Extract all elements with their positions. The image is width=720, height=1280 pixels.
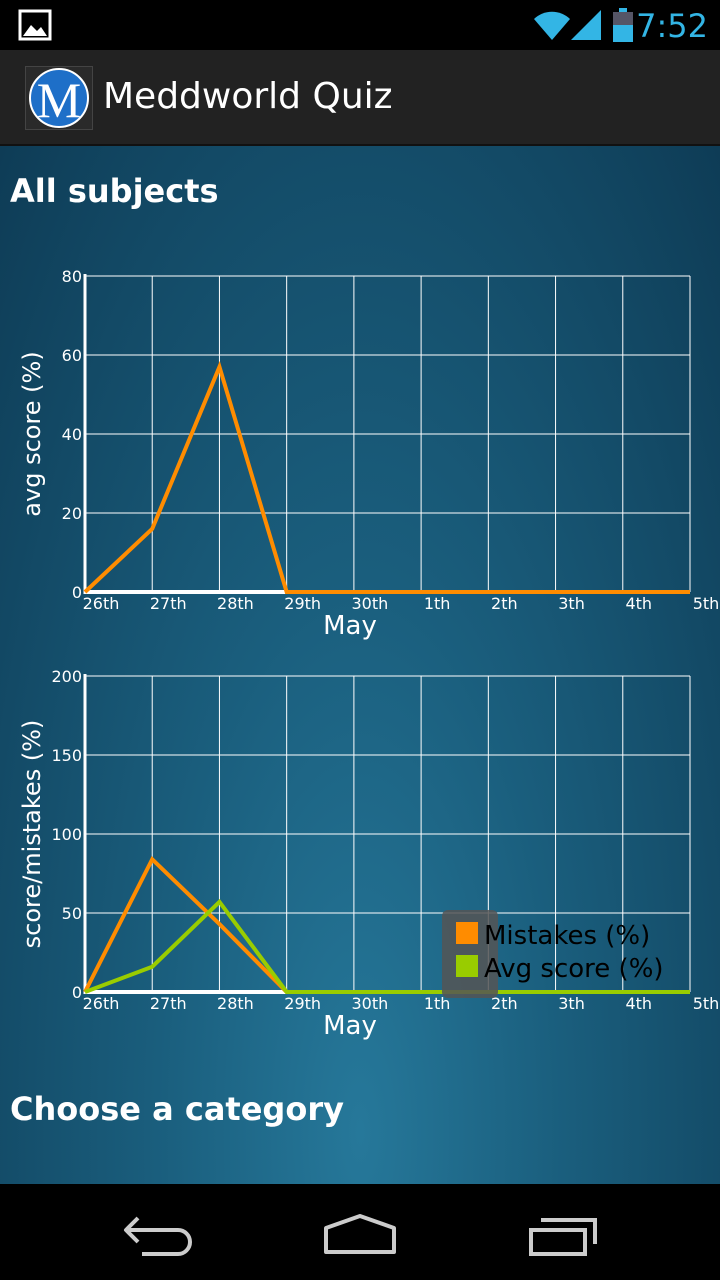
x-tick-label: 5th xyxy=(693,994,720,1013)
y-axis-label: score/mistakes (%) xyxy=(18,720,46,949)
y-tick-label: 100 xyxy=(51,825,82,844)
status-bar: 7:52 xyxy=(0,0,720,50)
status-clock: 7:52 xyxy=(636,7,708,45)
action-bar: M Meddworld Quiz xyxy=(0,50,720,146)
signal-icon xyxy=(571,10,601,40)
legend-swatch xyxy=(456,922,478,944)
x-tick-label: 3th xyxy=(558,594,585,613)
avg-score-chart: 0 20 40 60 80 26th 27th 28th 29th 30th 1th 2th 3th 4t… xyxy=(18,267,720,641)
x-tick-label: 30th xyxy=(351,594,388,613)
x-tick-label: 28th xyxy=(217,994,254,1013)
x-tick-label: 2th xyxy=(491,594,518,613)
x-tick-label: 1th xyxy=(424,594,451,613)
x-tick-label: 26th xyxy=(83,994,120,1013)
x-tick-label: 26th xyxy=(83,594,120,613)
y-tick-label: 60 xyxy=(62,346,82,365)
y-tick-label: 200 xyxy=(51,667,82,686)
back-icon[interactable] xyxy=(120,1208,200,1256)
recent-apps-icon[interactable] xyxy=(525,1208,605,1256)
y-tick-label: 50 xyxy=(62,904,82,923)
x-tick-label: 2th xyxy=(491,994,518,1013)
series-line-0 xyxy=(83,360,690,594)
series-line-1 xyxy=(84,898,690,994)
battery-icon xyxy=(613,8,633,42)
legend-label: Mistakes (%) xyxy=(484,921,650,951)
y-tick-label: 80 xyxy=(62,267,82,286)
y-tick-label: 20 xyxy=(62,504,82,523)
x-tick-label: 1th xyxy=(424,994,451,1013)
legend-swatch xyxy=(456,955,478,977)
x-tick-label: 27th xyxy=(150,994,187,1013)
section-heading-all-subjects: All subjects xyxy=(10,172,219,210)
y-axis-label: avg score (%) xyxy=(18,351,46,516)
home-icon[interactable] xyxy=(320,1208,400,1256)
wifi-icon xyxy=(534,11,570,40)
x-tick-label: 4th xyxy=(625,594,652,613)
x-tick-label: 29th xyxy=(284,994,321,1013)
x-tick-label: 3th xyxy=(558,994,585,1013)
x-axis-label: May xyxy=(323,611,377,641)
x-tick-label: 28th xyxy=(217,594,254,613)
x-tick-label: 27th xyxy=(150,594,187,613)
x-axis-label: May xyxy=(323,1011,377,1041)
gallery-icon xyxy=(18,9,52,41)
legend-label: Avg score (%) xyxy=(484,954,664,984)
app-logo-letter: M xyxy=(37,72,81,128)
x-tick-label: 5th xyxy=(693,594,720,613)
y-tick-label: 150 xyxy=(51,746,82,765)
nav-bar xyxy=(0,1184,720,1280)
y-tick-label: 0 xyxy=(72,583,82,602)
app-title: Meddworld Quiz xyxy=(103,76,393,117)
x-tick-label: 29th xyxy=(284,594,321,613)
score-mistakes-chart: 0 50 100 150 200 26th 27th 28th 29th 30th 1th 2th 3t… xyxy=(18,667,720,1041)
y-tick-label: 40 xyxy=(62,425,82,444)
x-tick-label: 30th xyxy=(351,994,388,1013)
section-heading-choose-category: Choose a category xyxy=(10,1090,344,1128)
x-tick-label: 4th xyxy=(625,994,652,1013)
main-content[interactable]: All subjects 0 20 40 60 80 26th 27th 28th 29th 30… xyxy=(0,146,720,1184)
y-tick-label: 0 xyxy=(72,983,82,1002)
app-logo[interactable]: M xyxy=(25,66,93,130)
